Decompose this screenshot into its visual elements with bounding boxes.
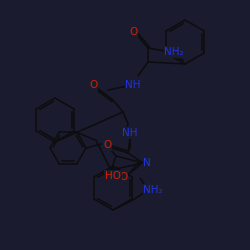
Text: O: O [89, 80, 97, 90]
Text: NH: NH [125, 80, 141, 90]
Text: HO: HO [105, 171, 121, 181]
Text: NH₂: NH₂ [143, 185, 163, 195]
Text: NH₂: NH₂ [164, 47, 184, 57]
Text: NH: NH [122, 128, 138, 138]
Text: N: N [143, 158, 151, 168]
Text: O: O [129, 27, 137, 37]
Text: O: O [119, 172, 127, 182]
Text: O: O [103, 140, 111, 150]
